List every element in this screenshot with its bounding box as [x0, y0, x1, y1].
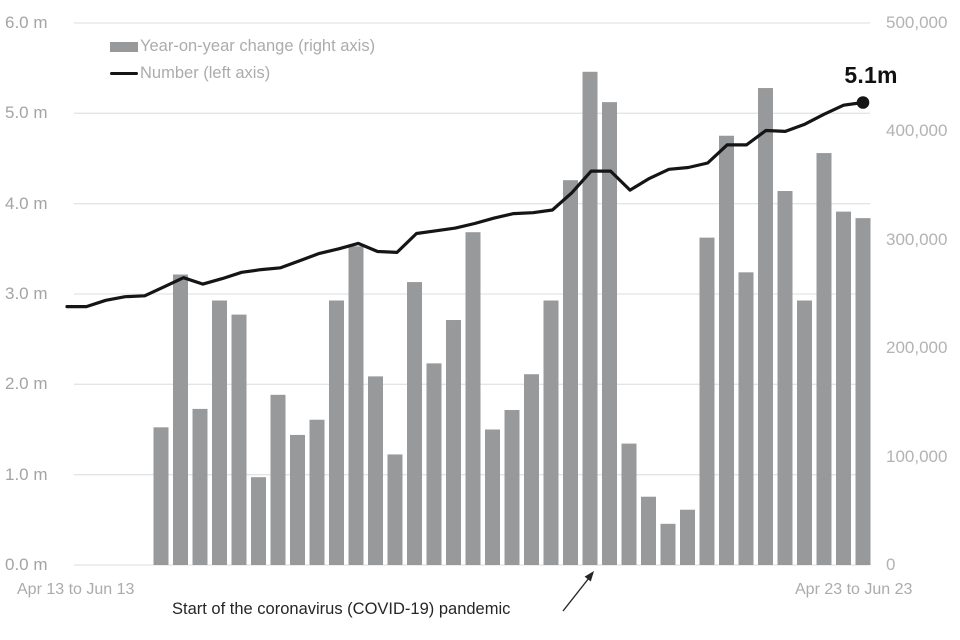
bar: [348, 246, 364, 565]
bar: [173, 274, 188, 565]
bar: [368, 376, 383, 565]
bar: [699, 237, 715, 565]
annotation-arrow: [562, 577, 590, 612]
bar: [855, 218, 871, 565]
bar: [543, 300, 559, 565]
bar: [563, 180, 578, 565]
bar: [836, 211, 851, 565]
bar: [465, 232, 481, 565]
bar: [719, 135, 734, 565]
annotation-arrowhead-icon: [584, 571, 594, 582]
bar: [504, 409, 520, 565]
line-end-value-label: 5.1m: [844, 62, 898, 88]
right-axis-tick-label: 500,000: [886, 13, 948, 32]
right-axis-tick-label: 400,000: [886, 121, 948, 140]
bar: [329, 300, 344, 565]
bar: [290, 434, 305, 565]
bar: [621, 443, 637, 565]
right-axis-tick-label: 100,000: [886, 447, 948, 466]
bar: [777, 191, 793, 565]
bar: [251, 477, 266, 565]
bar: [641, 496, 656, 565]
right-axis-tick-label: 300,000: [886, 230, 948, 249]
bar: [153, 427, 169, 565]
bar: [660, 523, 676, 565]
bar: [602, 102, 617, 565]
bar: [485, 429, 500, 565]
bar: [309, 419, 325, 565]
bar: [426, 363, 442, 565]
line-end-dot: [856, 96, 870, 109]
left-axis-tick-label: 1.0 m: [5, 465, 48, 484]
number-line: [65, 100, 865, 309]
bar: [797, 300, 812, 565]
x-axis-label-last: Apr 23 to Jun 23: [795, 581, 913, 598]
left-axis-tick-label: 6.0 m: [5, 13, 48, 32]
bar: [582, 71, 598, 565]
bar: [387, 454, 403, 565]
bar-swatch-icon: [110, 41, 138, 52]
left-axis-tick-label: 3.0 m: [5, 284, 48, 303]
bar: [212, 300, 227, 565]
bar: [192, 408, 208, 565]
legend-item: Number (left axis): [110, 60, 375, 87]
right-axis-tick-label: 0: [886, 555, 896, 574]
bar: [524, 374, 539, 565]
left-axis-tick-label: 0.0 m: [5, 555, 48, 574]
bar: [270, 394, 286, 565]
left-axis-tick-label: 4.0 m: [5, 194, 48, 213]
annotation-text: Start of the coronavirus (COVID-19) pand…: [172, 600, 511, 618]
x-axis-label-first: Apr 13 to Jun 13: [17, 581, 135, 598]
legend-item-label: Year-on-year change (right axis): [140, 37, 376, 55]
legend-item: Year-on-year change (right axis): [110, 33, 375, 60]
left-axis-tick-label: 5.0 m: [5, 103, 48, 122]
left-axis-tick-label: 2.0 m: [5, 374, 48, 393]
bar: [738, 272, 754, 565]
bar: [758, 88, 773, 565]
legend: Year-on-year change (right axis) Number …: [110, 33, 375, 87]
bar: [231, 314, 247, 565]
bar: [816, 153, 832, 565]
legend-item-label: Number (left axis): [140, 64, 271, 82]
line-swatch-icon: [110, 72, 138, 75]
bar: [446, 320, 461, 565]
bar: [407, 282, 422, 565]
bar: [680, 509, 695, 565]
right-axis-tick-label: 200,000: [886, 338, 948, 357]
